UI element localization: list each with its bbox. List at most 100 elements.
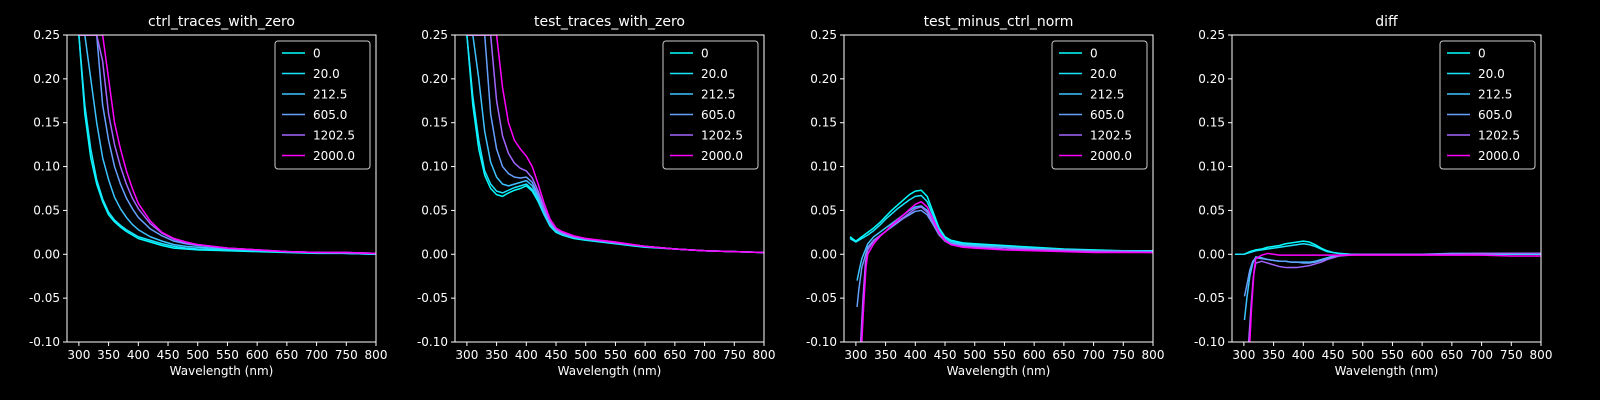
axes-frame: [1231, 34, 1542, 343]
x-tick-label: 550: [1381, 348, 1404, 362]
y-tick-label: 0.00: [421, 247, 448, 261]
x-tick-label: 400: [1292, 348, 1315, 362]
legend-entry: 605.0: [701, 108, 735, 122]
x-tick-label: 650: [663, 348, 686, 362]
x-tick-label: 750: [1500, 348, 1523, 362]
x-tick-label: 600: [1023, 348, 1046, 362]
axes-frame: [66, 34, 377, 343]
x-axis-label: Wavelength (nm): [170, 364, 274, 378]
x-tick-label: 300: [67, 348, 90, 362]
axes-frame: [843, 34, 1154, 343]
x-tick-label: 600: [634, 348, 657, 362]
y-tick-label: 0.15: [33, 116, 60, 130]
series-group: [1234, 240, 1541, 342]
x-tick-label: 450: [157, 348, 180, 362]
legend-entry: 2000.0: [1090, 149, 1132, 163]
y-tick-label: -0.05: [417, 291, 448, 305]
series-line-4: [856, 209, 1153, 307]
x-tick-label: 500: [963, 348, 986, 362]
series-line-6: [1249, 252, 1541, 342]
chart-panel-4: diff 300 350 400 450 500 550 600 650 700 750 800 -0.…: [1194, 14, 1553, 378]
y-tick-label: 0.15: [810, 116, 837, 130]
x-tick-label: 400: [515, 348, 538, 362]
y-tick-label: 0.10: [421, 160, 448, 174]
y-tick-label: 0.05: [810, 203, 837, 217]
y-tick-label: -0.10: [29, 335, 60, 349]
y-tick-label: -0.10: [806, 335, 837, 349]
y-tick-label: 0.10: [33, 160, 60, 174]
y-tick-label: 0.20: [33, 72, 60, 86]
y-tick-label: 0.00: [810, 247, 837, 261]
y-tick-label: 0.25: [33, 28, 60, 42]
legend-entry: 1202.5: [1478, 129, 1520, 143]
legend-entry: 212.5: [1090, 88, 1124, 102]
x-tick-label: 750: [1112, 348, 1135, 362]
x-tick-label: 800: [1530, 348, 1553, 362]
legend-entry: 2000.0: [701, 149, 743, 163]
y-tick-label: 0.15: [1198, 116, 1225, 130]
legend-entry: 0: [1478, 47, 1486, 61]
x-tick-label: 350: [1262, 348, 1285, 362]
x-tick-label: 350: [874, 348, 897, 362]
legend-entry: 2000.0: [1478, 149, 1520, 163]
x-axis-label: Wavelength (nm): [947, 364, 1051, 378]
series-line-2: [849, 194, 1153, 252]
y-tick-label: 0.05: [1198, 203, 1225, 217]
y-tick-label: -0.05: [29, 291, 60, 305]
x-tick-label: 350: [485, 348, 508, 362]
series-line-6: [861, 200, 1153, 342]
x-tick-label: 550: [604, 348, 627, 362]
y-tick-label: -0.10: [417, 335, 448, 349]
series-group: [466, 35, 764, 254]
x-tick-label: 800: [365, 348, 388, 362]
x-tick-label: 700: [305, 348, 328, 362]
legend: 0 20.0 212.5 605.0 1202.5 2000.0: [1439, 40, 1536, 170]
legend-entry: 20.0: [313, 67, 340, 81]
legend-entry: 0: [1090, 47, 1098, 61]
series-line-5: [859, 206, 1153, 342]
x-tick-label: 600: [1411, 348, 1434, 362]
y-tick-label: 0.20: [810, 72, 837, 86]
x-tick-label: 600: [246, 348, 269, 362]
y-tick-label: -0.10: [1194, 335, 1225, 349]
legend-entry: 0: [313, 47, 321, 61]
x-tick-label: 500: [1351, 348, 1374, 362]
x-tick-label: 550: [993, 348, 1016, 362]
series-group: [78, 35, 376, 256]
x-axis-label: Wavelength (nm): [1335, 364, 1439, 378]
legend: 0 20.0 212.5 605.0 1202.5 2000.0: [274, 40, 371, 170]
legend-entry: 605.0: [313, 108, 347, 122]
x-tick-label: 800: [1142, 348, 1165, 362]
x-tick-label: 700: [1470, 348, 1493, 362]
series-line-1: [849, 189, 1153, 252]
x-tick-label: 450: [934, 348, 957, 362]
series-line-6: [78, 35, 376, 255]
series-line-5: [1247, 252, 1541, 342]
legend-entry: 1202.5: [313, 129, 355, 143]
legend-entry: 2000.0: [313, 149, 355, 163]
x-tick-label: 500: [574, 348, 597, 362]
x-tick-label: 500: [186, 348, 209, 362]
x-tick-label: 300: [1232, 348, 1255, 362]
chart-panel-3: test_minus_ctrl_norm 300 350 400 450 500 550 60…: [806, 14, 1165, 378]
chart-title: test_minus_ctrl_norm: [924, 14, 1074, 30]
chart-panel-1: ctrl_traces_with_zero 300 350 400 450 500 550 6…: [29, 14, 388, 378]
legend-entry: 212.5: [313, 88, 347, 102]
x-tick-label: 300: [844, 348, 867, 362]
chart-panel-2: test_traces_with_zero 300 350 400 450 500 550 6…: [417, 14, 776, 378]
legend-entry: 212.5: [1478, 88, 1512, 102]
chart-title: diff: [1375, 14, 1398, 30]
y-tick-label: -0.05: [806, 291, 837, 305]
legend-entry: 20.0: [701, 67, 728, 81]
x-tick-label: 700: [693, 348, 716, 362]
legend-entry: 20.0: [1478, 67, 1505, 81]
chart-title: test_traces_with_zero: [534, 14, 685, 30]
y-tick-label: 0.20: [421, 72, 448, 86]
legend-entry: 212.5: [701, 88, 735, 102]
x-tick-label: 400: [127, 348, 150, 362]
axes-frame: [454, 34, 765, 343]
y-tick-label: 0.00: [33, 247, 60, 261]
legend: 0 20.0 212.5 605.0 1202.5 2000.0: [1051, 40, 1148, 170]
legend-entry: 1202.5: [1090, 129, 1132, 143]
x-tick-label: 650: [1440, 348, 1463, 362]
